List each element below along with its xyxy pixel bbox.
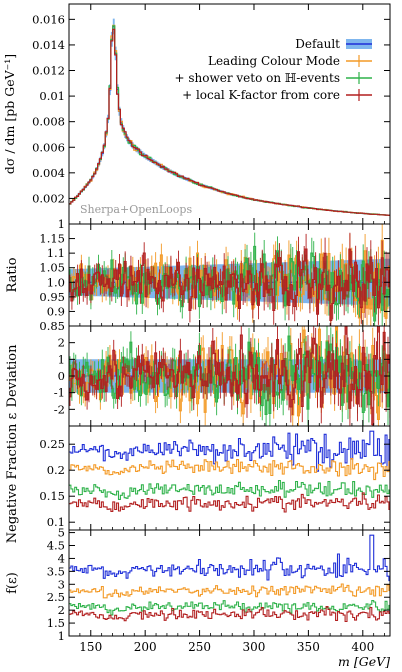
x-tick-label: 150: [79, 640, 102, 654]
y-tick-label: 1.5: [47, 616, 65, 630]
series-line-3: [69, 479, 390, 500]
y-tick-label: 1.1: [47, 246, 65, 260]
y-tick-label: 0.012: [32, 64, 65, 78]
y-tick-label: -1: [54, 386, 65, 400]
series-line-4: [69, 326, 390, 426]
y-tick-label: 0.006: [32, 140, 65, 154]
panel-4: 0.1 0.15 0.2 0.25 Negative Fraction ε: [5, 413, 391, 544]
y-axis-label: Deviation: [5, 344, 20, 408]
y-tick-label: 3.5: [47, 564, 65, 578]
y-tick-label: 2.5: [47, 590, 65, 604]
x-axis-label: m [GeV]: [338, 654, 390, 668]
series-line-4: [69, 248, 390, 322]
y-tick-label: 3: [58, 577, 65, 591]
y-tick-label: 0.008: [32, 115, 65, 129]
panel-frame: [68, 529, 391, 637]
series-line-2: [69, 583, 390, 599]
y-tick-label: 0.25: [39, 437, 65, 451]
y-tick-label: 0.016: [32, 12, 65, 26]
y-axis-label: Ratio: [5, 257, 20, 292]
series-line-3: [69, 600, 390, 616]
legend-label: Default: [295, 37, 340, 51]
y-tick-label: 1: [58, 629, 65, 643]
y-tick-label: 5: [58, 526, 65, 540]
watermark-label: Sherpa+OpenLoops: [80, 203, 192, 216]
y-tick-label: 4: [58, 551, 65, 565]
series-line-3: [69, 335, 390, 415]
panel-2: 0.850.90.951.01.051.11.151 Ratio: [5, 217, 391, 333]
x-tick-label: 350: [297, 640, 320, 654]
x-tick-label: 250: [188, 640, 211, 654]
y-tick-label: 0.014: [32, 38, 65, 52]
y-tick-label: 0.004: [32, 166, 65, 180]
y-tick-label: 0.2: [47, 463, 65, 477]
y-tick-label: 2: [58, 336, 65, 350]
y-tick-label: -2: [54, 402, 65, 416]
y-tick-label: 0: [58, 369, 65, 383]
series-line-4: [69, 606, 390, 623]
series-line-2: [69, 458, 390, 481]
series-line-1: [69, 534, 390, 582]
series-line-1: [69, 430, 390, 472]
legend: Default Leading Colour Mode + shower veto …: [175, 37, 372, 102]
y-axis-label: f(ε): [5, 572, 20, 594]
y-tick-label: 4.5: [47, 539, 65, 553]
series-line-2: [69, 326, 390, 420]
y-tick-label: 2: [58, 603, 65, 617]
plot-area: [69, 534, 390, 623]
y-tick-label: 0.1: [47, 515, 65, 529]
series-line-4: [69, 492, 390, 513]
y-axis-label: Negative Fraction ε: [5, 413, 20, 544]
uncertainty-band: [69, 18, 390, 216]
y-tick-label: 0.002: [32, 191, 65, 205]
plot-area: [69, 326, 390, 426]
plot-area: [69, 430, 390, 513]
legend-label: + local K-factor from core: [182, 88, 340, 102]
y-tick-label: 0.9: [47, 304, 65, 318]
legend-label: Leading Colour Mode: [208, 54, 340, 68]
y-tick-label: 0.01: [39, 89, 65, 103]
series-line-4: [69, 28, 390, 216]
x-tick-label: 300: [243, 640, 266, 654]
y-tick-label: 0.15: [39, 489, 65, 503]
y-axis-label: dσ / dm [pb GeV⁻¹]: [2, 54, 17, 174]
y-tick-label: 1.15: [39, 232, 65, 246]
panel-5: 11.522.533.544.55 f(ε): [5, 526, 391, 643]
x-tick-label: 400: [351, 640, 374, 654]
plot-area: [69, 18, 390, 216]
panel-frame: [68, 425, 391, 531]
y-tick-label: 1.0: [47, 275, 65, 289]
y-tick-label: 1: [58, 217, 65, 231]
plot-area: [69, 224, 390, 326]
y-tick-label: 1: [58, 352, 65, 366]
x-tick-label: 200: [134, 640, 157, 654]
y-tick-label: 0.85: [39, 319, 65, 333]
panel-frame: [68, 3, 391, 225]
y-tick-label: 1.05: [39, 261, 65, 275]
y-tick-label: 0.95: [39, 290, 65, 304]
legend-label: + shower veto on ℍ-events: [175, 71, 341, 85]
